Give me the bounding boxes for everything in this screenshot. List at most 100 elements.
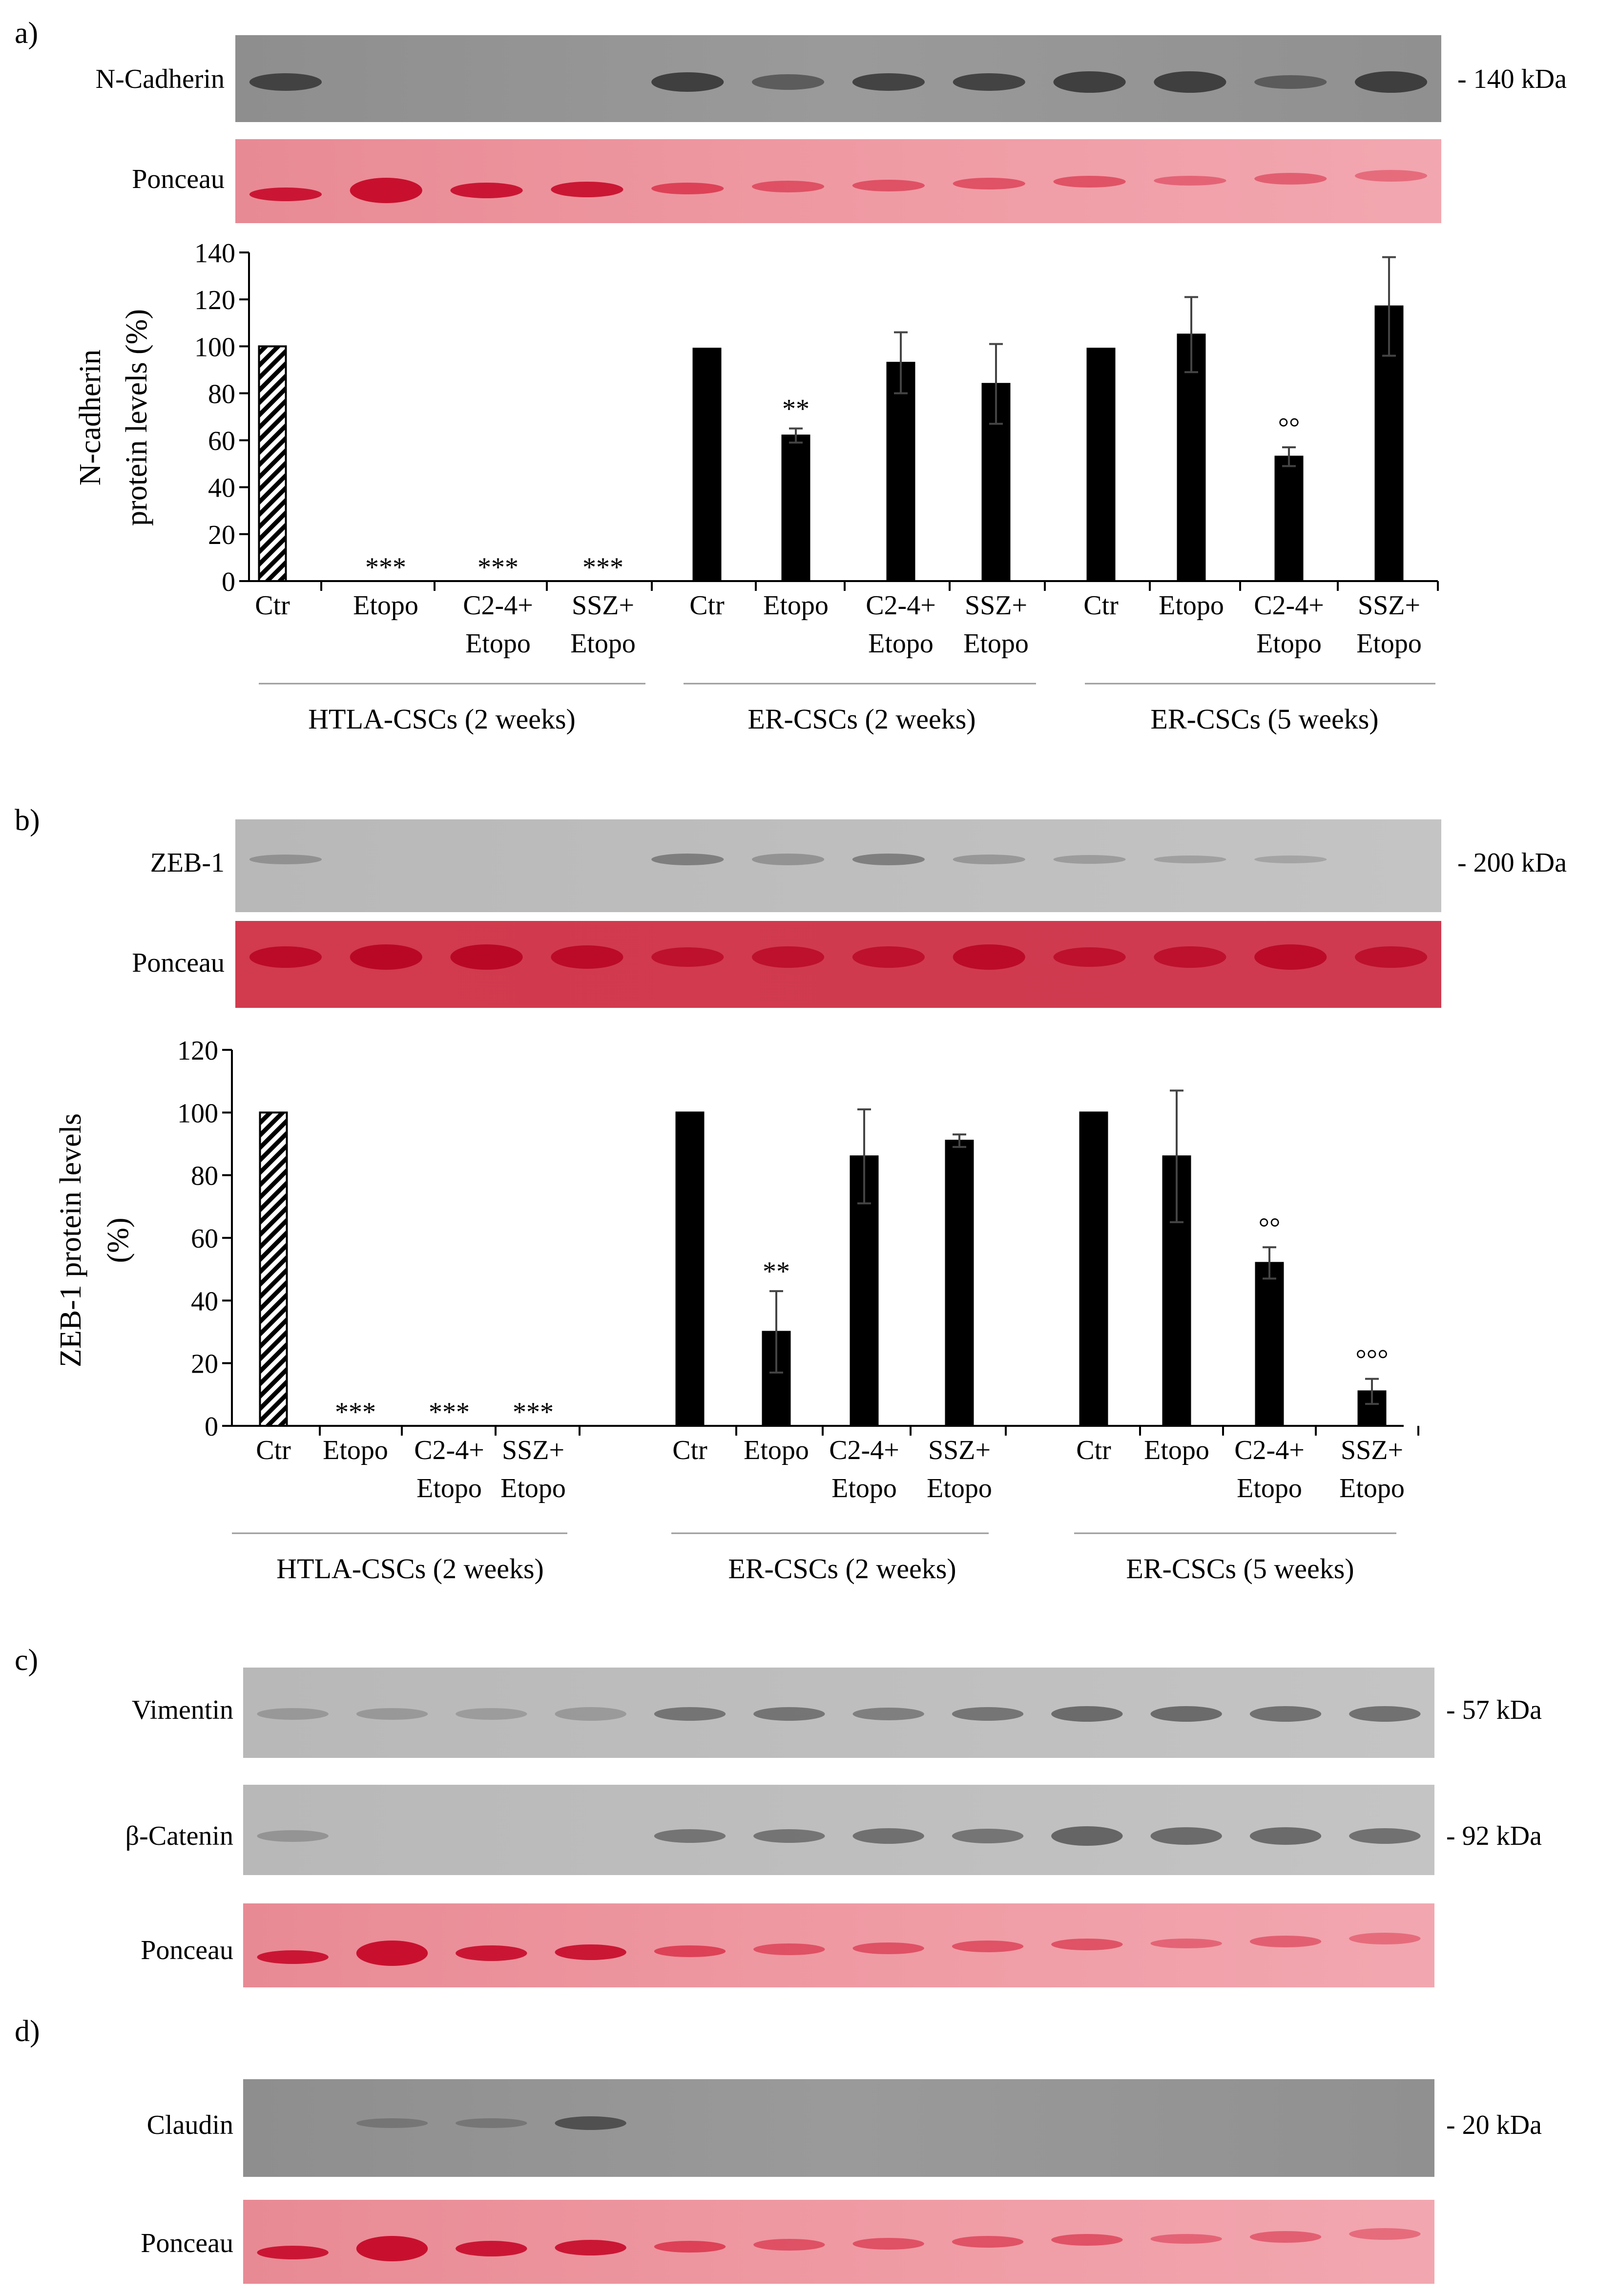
x-category-label: Etopo bbox=[763, 590, 829, 621]
vimentin-blot bbox=[243, 1668, 1434, 1758]
band bbox=[753, 2239, 825, 2251]
zeb-1-label: ZEB-1 bbox=[150, 848, 225, 878]
significance-label: *** bbox=[335, 1397, 376, 1427]
x-category-label: SSZ+ bbox=[928, 1435, 991, 1465]
band bbox=[257, 2246, 329, 2259]
bar bbox=[258, 345, 287, 582]
band bbox=[1354, 170, 1428, 182]
x-category-label: Ctr bbox=[689, 590, 725, 621]
band bbox=[456, 1945, 527, 1961]
x-category-label: C2-4+ bbox=[866, 590, 936, 621]
bar bbox=[1274, 456, 1304, 582]
band bbox=[555, 1944, 626, 1960]
band bbox=[1051, 1706, 1123, 1722]
ponceau-b-blot bbox=[235, 921, 1441, 1008]
x-category-label: Etopo bbox=[465, 628, 531, 659]
x-category-label: Etopo bbox=[570, 628, 636, 659]
band bbox=[1150, 1939, 1222, 1948]
y-tick-label: 0 bbox=[222, 567, 235, 597]
band bbox=[1154, 946, 1226, 968]
band bbox=[356, 2118, 428, 2128]
bar bbox=[1177, 334, 1206, 582]
band bbox=[753, 1829, 825, 1843]
bar bbox=[692, 348, 722, 582]
band bbox=[953, 73, 1025, 91]
significance-label: *** bbox=[429, 1397, 470, 1427]
band bbox=[952, 1707, 1024, 1721]
band bbox=[651, 854, 724, 865]
panel-c-label: c) bbox=[15, 1644, 38, 1677]
x-category-label: C2-4+ bbox=[1254, 590, 1324, 621]
significance-label: *** bbox=[365, 552, 406, 583]
y-tick-label: 20 bbox=[191, 1349, 218, 1379]
band bbox=[1051, 1826, 1123, 1846]
band bbox=[1053, 71, 1126, 93]
band bbox=[555, 1707, 626, 1721]
band bbox=[456, 2118, 527, 2128]
zeb-1-kda: - 200 kDa bbox=[1457, 848, 1567, 878]
band bbox=[257, 1950, 329, 1964]
x-category-label: Etopo bbox=[1144, 1435, 1209, 1465]
x-category-label: Ctr bbox=[1083, 590, 1119, 621]
band bbox=[257, 1830, 329, 1842]
zeb-1-bands bbox=[249, 854, 1327, 865]
x-category-label: Ctr bbox=[255, 590, 290, 621]
x-category-label: Etopo bbox=[1256, 628, 1322, 659]
n-cadherin-chart: 0 20 40 60 80 100 120 140 Ctr *** Etopo *** C2-4+ Eto… bbox=[194, 238, 1439, 659]
x-category-label: Etopo bbox=[831, 1473, 897, 1503]
band bbox=[1254, 856, 1327, 863]
band bbox=[1051, 1939, 1123, 1950]
group-a-label-3: ER-CSCs (5 weeks) bbox=[1150, 703, 1378, 735]
ponceau-d-label: Ponceau bbox=[141, 2228, 233, 2258]
band bbox=[654, 2241, 726, 2253]
band bbox=[249, 188, 322, 201]
band bbox=[651, 183, 724, 194]
ponceau-a-blot bbox=[235, 139, 1441, 223]
bar bbox=[1086, 348, 1116, 582]
band bbox=[1154, 856, 1226, 863]
y-tick-label: 140 bbox=[194, 238, 235, 269]
x-category-label: Etopo bbox=[353, 590, 418, 621]
band bbox=[751, 946, 825, 968]
y-tick-label: 60 bbox=[208, 426, 235, 457]
x-category-label: Ctr bbox=[672, 1435, 707, 1465]
y-tick-label: 80 bbox=[191, 1161, 218, 1191]
x-category-label: Etopo bbox=[744, 1435, 809, 1465]
x-category-label: SSZ+ bbox=[965, 590, 1027, 621]
band bbox=[654, 1707, 726, 1721]
panel-b: b) ZEB-1 - 200 kDa Ponceau 0 20 40 60 80 100 1… bbox=[15, 804, 1567, 1585]
y-tick-label: 100 bbox=[194, 332, 235, 362]
vimentin-label: Vimentin bbox=[132, 1695, 233, 1725]
band bbox=[953, 178, 1025, 189]
band bbox=[551, 945, 623, 969]
band bbox=[249, 946, 322, 968]
x-category-label: Etopo bbox=[500, 1473, 566, 1503]
x-category-label: C2-4+ bbox=[829, 1435, 899, 1465]
x-category-label: Etopo bbox=[1356, 628, 1422, 659]
band bbox=[753, 1707, 825, 1721]
band bbox=[753, 1943, 825, 1955]
x-category-label: Etopo bbox=[1237, 1473, 1302, 1503]
n-cadherin-ylabel-2: protein levels (%) bbox=[120, 309, 153, 526]
bar bbox=[259, 1111, 288, 1427]
band bbox=[654, 1829, 726, 1843]
n-cadherin-kda: - 140 kDa bbox=[1457, 64, 1567, 94]
x-category-label: Etopo bbox=[416, 1473, 482, 1503]
ponceau-c-label: Ponceau bbox=[141, 1935, 233, 1965]
y-tick-label: 40 bbox=[191, 1286, 218, 1316]
band bbox=[1150, 1706, 1222, 1722]
significance-label: °°° bbox=[1355, 1344, 1388, 1375]
band bbox=[852, 2238, 924, 2250]
band bbox=[249, 855, 322, 864]
band bbox=[651, 72, 724, 92]
band bbox=[1349, 1933, 1421, 1944]
ponceau-d-blot bbox=[243, 2200, 1434, 2284]
significance-label: °° bbox=[1278, 413, 1300, 443]
panel-d-label: d) bbox=[15, 2015, 40, 2048]
band bbox=[751, 181, 825, 192]
significance-label: ** bbox=[782, 394, 809, 424]
band bbox=[751, 74, 825, 90]
bar bbox=[675, 1111, 705, 1427]
significance-label: °° bbox=[1259, 1212, 1281, 1243]
